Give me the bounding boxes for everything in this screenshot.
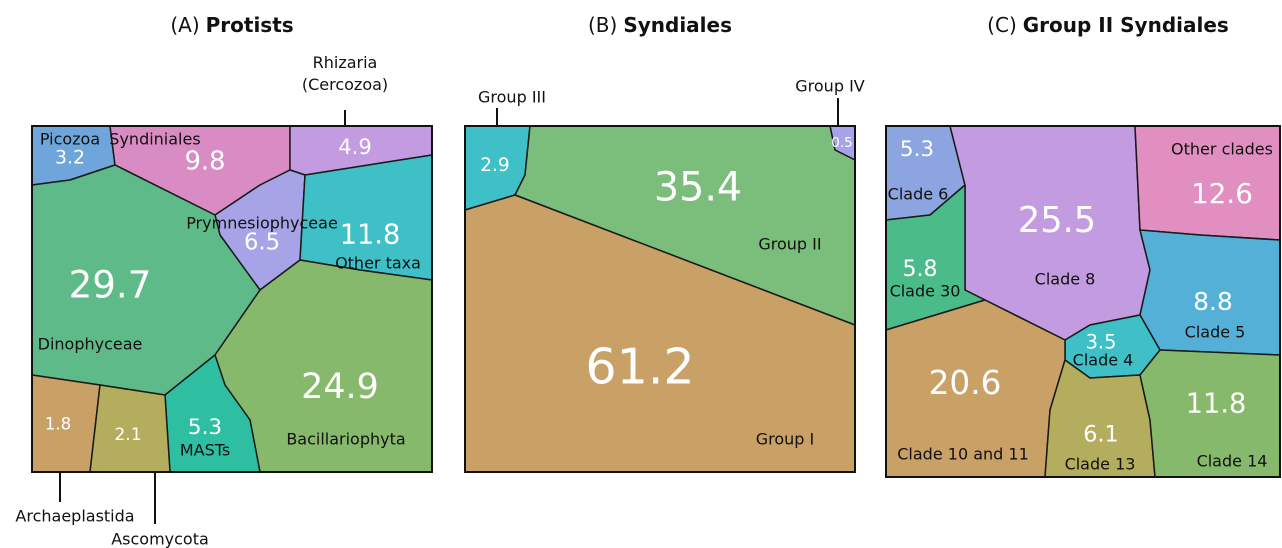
cell-name: Clade 6 <box>888 185 949 204</box>
cell-value: 25.5 <box>1018 200 1096 241</box>
cell-value: 6.1 <box>1083 422 1118 448</box>
cell-value: 1.8 <box>45 414 72 434</box>
cell-name: Clade 30 <box>890 282 961 301</box>
cell-name: Dinophyceae <box>38 335 143 354</box>
panel-title: (C) Group II Syndiales <box>987 13 1229 37</box>
cell-name: Group I <box>756 430 815 449</box>
panel-title: (B) Syndiales <box>588 13 732 37</box>
cell-name: Clade 8 <box>1035 270 1096 289</box>
cell-value: 24.9 <box>301 367 379 407</box>
cell-value: 35.4 <box>654 165 742 211</box>
cell-value: 3.2 <box>55 147 85 169</box>
cell-value: 9.8 <box>185 147 226 177</box>
cell-value: 0.5 <box>831 135 852 151</box>
cell-name: Prymnesiophyceae <box>186 214 338 233</box>
cell-name: Syndiniales <box>109 130 200 149</box>
cell-name: Other taxa <box>335 254 421 273</box>
frame <box>464 125 856 473</box>
cell-value: 2.9 <box>480 155 509 176</box>
panel-name: Group II Syndiales <box>1023 13 1229 37</box>
cell-value: 3.5 <box>1086 331 1117 354</box>
frame <box>31 125 433 473</box>
cell-value: 12.6 <box>1191 177 1253 210</box>
cell-value: 2.1 <box>114 425 141 445</box>
cell-name: Bacillariophyta <box>286 430 405 449</box>
cell-name: Other clades <box>1171 140 1273 159</box>
cell-value: 20.6 <box>929 364 1002 402</box>
cell-name: Group III <box>478 88 546 107</box>
cell-name: Rhizaria (Cercozoa) <box>301 53 389 94</box>
cell-value: 11.8 <box>1186 389 1247 420</box>
cell-value: 5.8 <box>903 257 938 282</box>
frame <box>885 125 1281 478</box>
panel-title: (A) Protists <box>170 13 293 37</box>
cell-value: 11.8 <box>340 220 401 251</box>
panel-name: Syndiales <box>623 13 732 37</box>
cell-name: Picozoa <box>40 130 100 149</box>
panel-label: (C) <box>987 13 1017 37</box>
cell-value: 5.3 <box>188 415 222 440</box>
cell-name: Ascomycota <box>111 530 209 548</box>
cell-name: Group II <box>758 235 821 254</box>
cell-value: 4.9 <box>338 134 372 159</box>
cell-value: 5.3 <box>900 137 934 162</box>
panel-name: Protists <box>206 13 294 37</box>
cell-name: MASTs <box>180 441 230 460</box>
cell-name: Group IV <box>795 77 865 96</box>
cell-name: Rhizaria (Cercozoa) <box>301 53 389 94</box>
cell-value: 29.7 <box>69 263 152 307</box>
cell-name: Clade 4 <box>1073 351 1134 370</box>
cell-name: Clade 13 <box>1065 455 1136 474</box>
cell-value: 8.8 <box>1193 287 1232 316</box>
cell-name: Clade 14 <box>1197 452 1268 471</box>
cell-name: Clade 5 <box>1185 323 1246 342</box>
panel-label: (A) <box>170 13 199 37</box>
panel-label: (B) <box>588 13 617 37</box>
cell-name: Archaeplastida <box>15 507 134 526</box>
cell-name: Clade 10 and 11 <box>897 445 1029 464</box>
cell-value: 6.5 <box>244 230 280 256</box>
cell-value: 61.2 <box>585 338 694 396</box>
